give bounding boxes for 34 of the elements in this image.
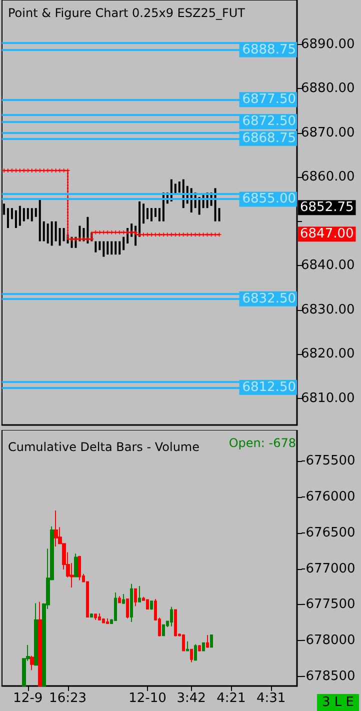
y-tick-label: 6870.00 [301, 125, 355, 140]
ref-line-label: 6888.75 [242, 42, 296, 58]
y-tick-label: -678500 [301, 669, 356, 684]
x-tick-label: 4:31 [256, 691, 286, 706]
y-tick-label: 6810.00 [301, 390, 355, 406]
annotation: Open: -678 [228, 436, 296, 450]
y-tick-label: 6890.00 [301, 36, 355, 52]
ref-line-label: 6812.50 [242, 380, 296, 395]
x-tick-label: 4:21 [216, 691, 246, 706]
text: 6852.75 [300, 200, 354, 216]
y-tick-label: -676500 [301, 525, 356, 540]
y-tick-label: -678000 [301, 633, 356, 648]
ref-line-label: 6872.50 [242, 114, 296, 130]
x-tick-label: 12-10 [128, 691, 166, 706]
x-tick-label: 16:23 [49, 691, 87, 706]
ref-line-label: 6868.75 [242, 130, 296, 146]
y-tick-label: -677500 [301, 597, 356, 612]
y-tick-label: -677000 [301, 561, 356, 576]
y-tick-label: 6880.00 [301, 81, 355, 96]
text: Point & Figure Chart 0.25x9 ESZ25_FUT [8, 6, 246, 20]
text: 3 L E [322, 695, 354, 710]
y-tick-label: -676000 [301, 489, 356, 504]
y-tick-label: 6820.00 [301, 346, 355, 362]
x-tick-label: 12-9 [13, 691, 43, 706]
y-tick-label: 6840.00 [301, 258, 355, 274]
x-tick-label: 3:42 [176, 691, 206, 706]
ref-line-label: 6832.50 [242, 291, 296, 306]
y-tick-label: 6860.00 [301, 170, 355, 185]
ref-line-label: 6877.50 [242, 92, 296, 108]
y-tick-label: 6830.00 [301, 302, 355, 318]
text: 6847.00 [300, 226, 354, 242]
text: Cumulative Delta Bars - Volume [8, 440, 200, 454]
ref-line-label: 6855.00 [242, 192, 296, 207]
y-tick-label: -675500 [301, 453, 356, 468]
